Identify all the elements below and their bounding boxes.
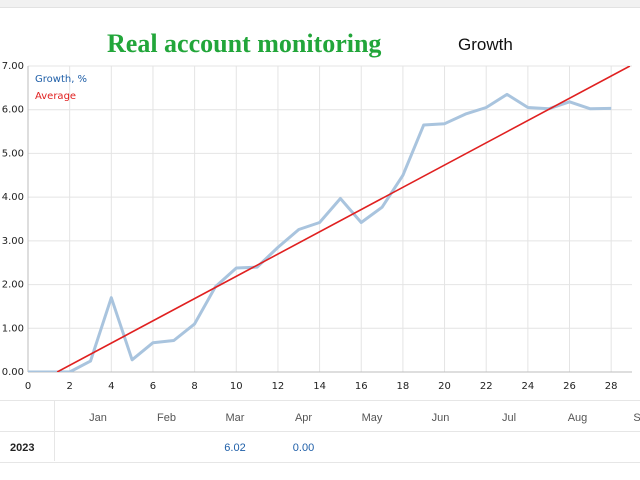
- legend-entry: Growth, %: [35, 74, 87, 85]
- x-tick-label: 6: [150, 381, 156, 392]
- x-tick-label: 28: [605, 381, 618, 392]
- month-header-row: Jan Feb Mar Apr May Jun Jul Aug S: [0, 400, 640, 431]
- monthly-table: Jan Feb Mar Apr May Jun Jul Aug S 2023 6.02 0.00: [0, 400, 640, 480]
- x-tick-label: 24: [521, 381, 534, 392]
- month-header: Aug: [567, 412, 588, 424]
- year-row: 2023 6.02 0.00: [0, 431, 640, 463]
- month-value: 6.02: [224, 442, 246, 454]
- month-header: Jul: [501, 412, 517, 424]
- y-tick-label: 6.00: [2, 105, 24, 116]
- y-tick-label: 5.00: [2, 148, 24, 159]
- x-tick-label: 10: [230, 381, 243, 392]
- average-series-line: [56, 66, 631, 372]
- x-tick-label: 18: [397, 381, 410, 392]
- x-tick-label: 16: [355, 381, 368, 392]
- x-tick-label: 14: [313, 381, 326, 392]
- month-header: Jan: [89, 412, 107, 424]
- month-header: S: [633, 412, 640, 424]
- year-label: 2023: [10, 442, 35, 454]
- y-tick-label: 0.00: [2, 367, 24, 378]
- month-header: Apr: [294, 412, 313, 424]
- top-bar: [0, 0, 640, 8]
- y-tick-label: 3.00: [2, 236, 24, 247]
- x-tick-label: 0: [25, 381, 31, 392]
- x-tick-label: 20: [438, 381, 451, 392]
- growth-series-line: [28, 92, 612, 372]
- y-tick-label: 4.00: [2, 192, 24, 203]
- y-tick-label: 2.00: [2, 280, 24, 291]
- x-tick-label: 26: [563, 381, 576, 392]
- chart-title: Growth: [458, 35, 513, 54]
- banner-title: Real account monitoring: [107, 29, 382, 58]
- x-tick-label: 8: [191, 381, 197, 392]
- month-value: 0.00: [292, 442, 315, 454]
- x-tick-label: 4: [108, 381, 114, 392]
- legend-entry: Average: [35, 91, 76, 102]
- column-divider: [54, 400, 55, 461]
- month-header: Jun: [431, 412, 450, 424]
- y-tick-label: 1.00: [2, 323, 24, 334]
- x-tick-label: 12: [272, 381, 285, 392]
- month-header: Mar: [225, 412, 245, 424]
- month-header: Feb: [157, 412, 176, 424]
- x-tick-label: 2: [66, 381, 72, 392]
- y-tick-label: 7.00: [2, 61, 24, 72]
- x-tick-label: 22: [480, 381, 493, 392]
- month-header: May: [361, 412, 383, 424]
- growth-chart: 0.001.002.003.004.005.006.007.000 2 4 6 8 10 1…: [2, 61, 632, 392]
